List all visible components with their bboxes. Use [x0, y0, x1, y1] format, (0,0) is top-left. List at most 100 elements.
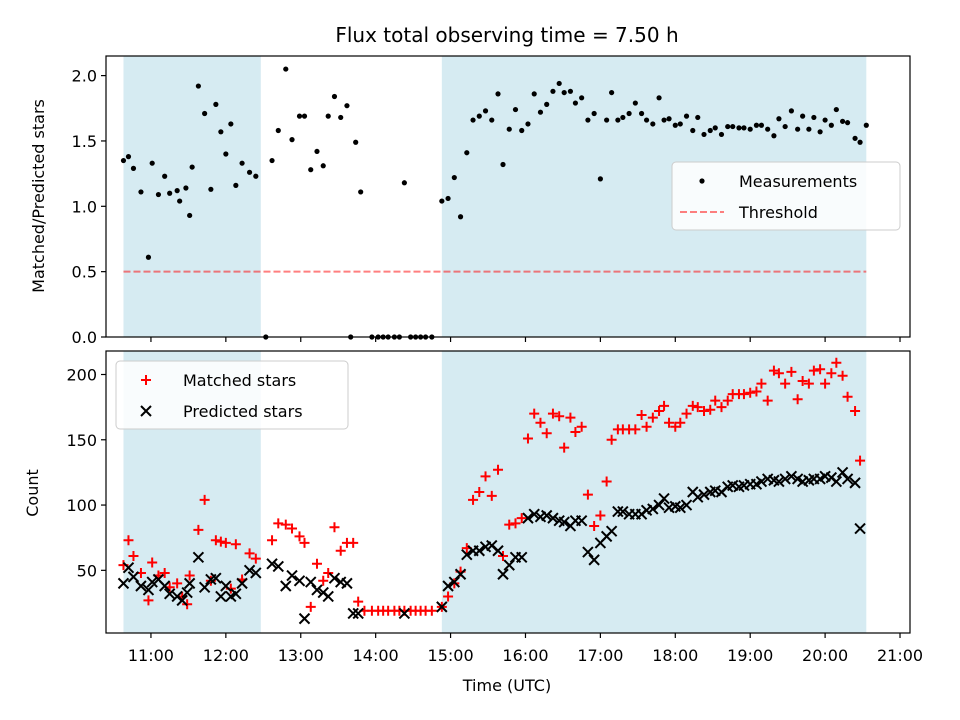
predicted-star-point: [588, 554, 600, 566]
measurement-point: [844, 120, 851, 126]
measurement-point: [482, 108, 489, 114]
measurement-point: [747, 126, 753, 132]
matched-star-point: [159, 567, 170, 578]
measurement-point: [753, 122, 760, 128]
predicted-star-point: [192, 551, 205, 563]
measurement-point: [771, 133, 777, 139]
matched-star-point: [803, 378, 814, 389]
predicted-star-point: [516, 551, 528, 563]
measurement-point: [269, 157, 275, 164]
matched-star-point: [498, 550, 509, 561]
measurement-point: [512, 106, 519, 113]
predicted-star-point: [266, 558, 278, 570]
matched-star-point: [589, 520, 600, 531]
predicted-star-point: [547, 512, 559, 524]
measurement-point: [585, 117, 591, 123]
matched-star-point: [647, 412, 658, 423]
legend-marker-x: [140, 405, 152, 417]
measurement-point: [806, 126, 812, 132]
x-tick-label: 19:00: [727, 646, 773, 665]
matched-star-point: [529, 408, 540, 419]
matched-star-point: [797, 376, 808, 387]
predicted-star-point: [849, 477, 861, 489]
matched-star-point: [681, 408, 692, 419]
matched-star-point: [147, 557, 158, 568]
legend-label: Threshold: [738, 203, 818, 222]
matched-star-point: [808, 365, 819, 376]
predicted-star-point: [280, 580, 292, 592]
measurement-point: [439, 198, 445, 204]
predicted-star-point: [163, 588, 176, 600]
observing-window-shade: [441, 351, 867, 633]
predicted-star-point: [236, 577, 248, 590]
measurement-point: [177, 198, 183, 204]
predicted-star-point: [352, 607, 364, 620]
measurement-point: [174, 188, 180, 194]
predicted-star-point: [528, 508, 540, 520]
x-axis-label: Time (UTC): [462, 676, 551, 695]
x-tick-label: 18:00: [652, 646, 698, 665]
plot-frame: [105, 55, 911, 338]
x-tick-label: 20:00: [802, 646, 848, 665]
matched-star-point: [250, 553, 261, 564]
predicted-star-point: [176, 594, 188, 607]
predicted-star-point: [398, 607, 411, 620]
measurement-point: [145, 254, 152, 260]
predicted-star-point: [243, 564, 256, 577]
measurement-point: [331, 93, 338, 100]
predicted-star-point: [454, 568, 467, 580]
matched-star-point: [762, 395, 773, 406]
predicted-star-point: [272, 560, 284, 573]
predicted-star-point: [442, 580, 454, 592]
predicted-star-point: [448, 576, 461, 588]
matched-star-point: [699, 406, 710, 417]
measurement-point: [218, 129, 224, 135]
predicted-star-point: [142, 584, 155, 596]
predicted-star-point: [522, 512, 534, 524]
measurement-point: [707, 127, 713, 134]
legend-marker-plus: [141, 375, 151, 385]
predicted-star-point: [305, 576, 317, 588]
measurement-point: [626, 110, 632, 117]
matched-star-point: [722, 395, 733, 406]
predicted-star-point: [779, 473, 791, 485]
matched-star-point: [486, 490, 497, 501]
matched-star-point: [443, 591, 454, 602]
measurement-point: [187, 212, 193, 219]
measurement-point: [643, 117, 650, 123]
predicted-star-point: [854, 522, 866, 535]
predicted-star-point: [503, 559, 515, 571]
matched-star-point: [780, 378, 791, 389]
measurement-point: [550, 88, 556, 94]
measurement-point: [567, 88, 574, 94]
predicted-star-point: [436, 601, 448, 613]
matched-star-point: [570, 426, 581, 437]
measurement-point: [202, 110, 208, 117]
x-tick-label: 13:00: [278, 646, 324, 665]
legend: Measurements Threshold: [671, 161, 901, 231]
matched-star-point: [199, 494, 210, 505]
predicted-star-point: [250, 567, 262, 579]
matched-star-point: [837, 370, 848, 381]
measurement-point: [189, 164, 195, 170]
matched-star-point: [493, 464, 504, 475]
matched-star-point: [299, 537, 310, 548]
predicted-star-point: [605, 525, 618, 537]
matched-star-point: [348, 537, 359, 548]
x-tick-label: 17:00: [577, 646, 623, 665]
measurement-point: [672, 122, 678, 128]
predicted-star-point: [311, 584, 323, 596]
matched-star-point: [675, 417, 686, 428]
y-tick-label: 1.5: [72, 132, 97, 151]
measurement-point: [301, 113, 308, 119]
measurement-point: [344, 103, 350, 109]
predicted-star-point: [158, 580, 171, 592]
measurement-point: [695, 114, 701, 121]
measurement-point: [857, 139, 863, 145]
measurement-point: [632, 100, 638, 106]
predicted-star-point: [755, 475, 768, 488]
measurement-point: [162, 173, 168, 179]
measurement-point: [736, 125, 742, 131]
predicted-star-point: [347, 607, 359, 620]
matched-star-point: [582, 489, 593, 500]
